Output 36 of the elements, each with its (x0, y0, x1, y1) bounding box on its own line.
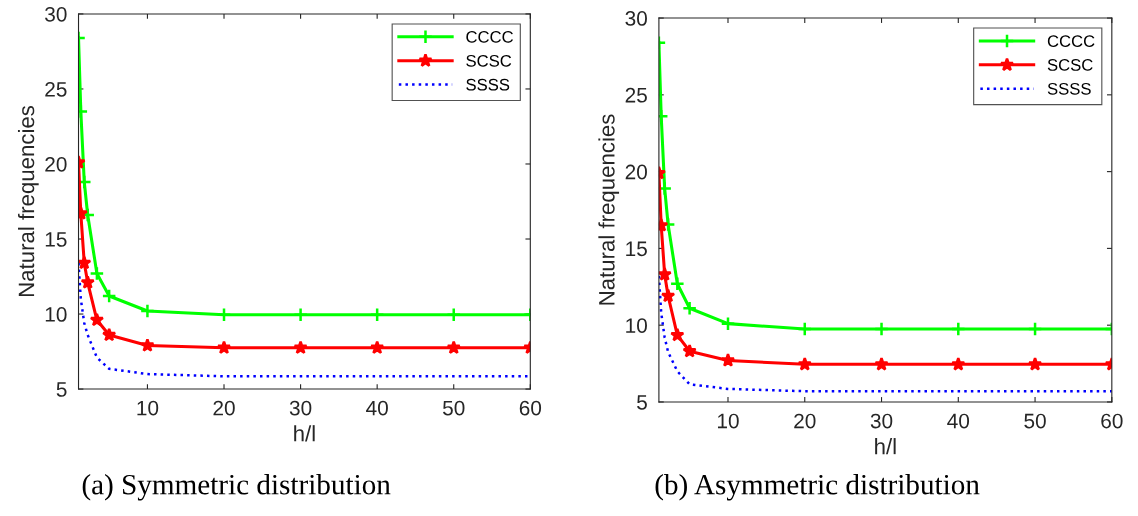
y-tick-label: 15 (45, 232, 67, 247)
x-tick-label: 40 (366, 400, 388, 416)
x-tick-label: 50 (442, 400, 465, 416)
y-tick-label: 25 (625, 87, 647, 103)
legend-label: CCCC (1047, 35, 1095, 47)
y-tick-label: 20 (45, 156, 67, 172)
legend-label: SCSC (1047, 59, 1093, 71)
legend-label: CCCC (466, 31, 513, 43)
y-tick-label: 25 (45, 81, 67, 97)
legend-label: SSSS (1047, 82, 1091, 95)
x-tick-label: 20 (794, 413, 816, 429)
y-tick-label: 15 (626, 241, 647, 257)
x-tick-label: 10 (137, 400, 159, 416)
x-tick-label: 10 (718, 413, 739, 429)
text: (a) Symmetric distribution (82, 473, 391, 501)
y-tick-label: 10 (45, 307, 67, 322)
legend-label: SCSC (466, 54, 512, 67)
y-tick-label: 30 (625, 11, 647, 26)
y-axis-title: Natural frequencies (598, 114, 620, 305)
text: (b) Asymmetric distribution (655, 473, 980, 501)
x-axis-title: h/l (875, 438, 896, 455)
x-tick-label: 30 (870, 413, 893, 429)
y-axis-title: Natural frequencies (17, 105, 39, 297)
y-tick-label: 10 (626, 318, 647, 333)
x-axis-title: h/l (294, 425, 315, 442)
x-tick-label: 30 (289, 400, 312, 416)
x-tick-label: 20 (213, 400, 235, 416)
x-tick-label: 60 (1101, 413, 1123, 429)
y-tick-label: 20 (625, 164, 647, 180)
x-tick-label: 60 (519, 400, 542, 416)
x-tick-label: 40 (947, 413, 970, 429)
x-tick-label: 50 (1024, 413, 1046, 429)
legend-label: SSSS (466, 78, 510, 91)
y-tick-label: 5 (637, 395, 647, 410)
y-tick-label: 30 (45, 6, 67, 22)
y-tick-label: 5 (56, 382, 67, 397)
